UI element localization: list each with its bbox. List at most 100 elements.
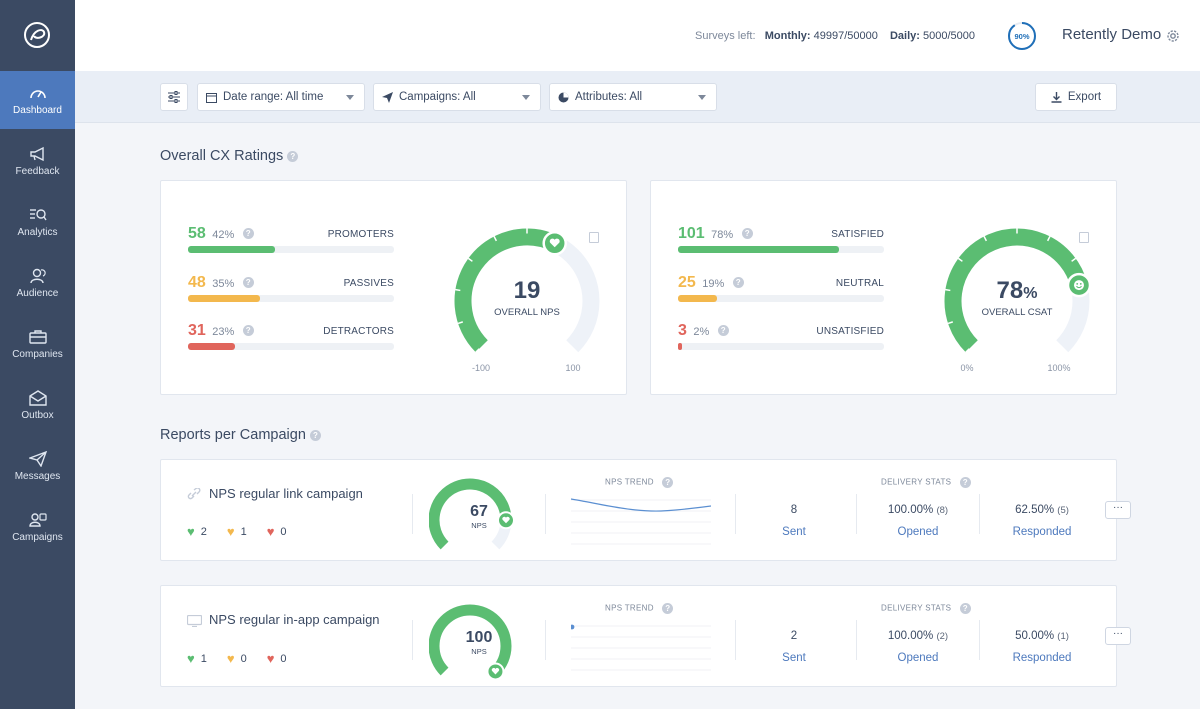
- detractors-value: 0: [280, 652, 287, 665]
- opened-link[interactable]: Opened: [897, 526, 939, 538]
- passives-value: 0: [240, 652, 247, 665]
- campaign-name[interactable]: NPS regular link campaign: [209, 486, 363, 501]
- chevron-down-icon: [346, 95, 354, 100]
- help-icon[interactable]: ?: [242, 228, 254, 240]
- promoters-count: ♥ 1: [187, 651, 207, 666]
- neutral-metric: 25 19% ? NEUTRAL: [678, 274, 884, 302]
- surveys-left-label: Surveys left:: [695, 30, 756, 42]
- help-icon[interactable]: ?: [662, 603, 674, 614]
- neutral-count: 25: [678, 274, 696, 291]
- filter-settings-button[interactable]: [160, 83, 188, 111]
- gauge-tick: [1071, 257, 1077, 262]
- analytics-search-icon: [29, 209, 47, 221]
- responded-percent: 50.00%: [1015, 630, 1055, 642]
- campaign-nps-value: 100: [465, 629, 493, 646]
- campaigns-value: Campaigns: All: [399, 91, 476, 103]
- heart-icon: ♥: [266, 524, 275, 539]
- help-icon[interactable]: ?: [662, 477, 674, 488]
- nps-trend-label: NPS TREND ?: [605, 477, 674, 488]
- responded-link[interactable]: Responded: [1012, 652, 1072, 664]
- responded-link[interactable]: Responded: [1012, 526, 1072, 538]
- sidebar-item-dashboard[interactable]: Dashboard: [0, 71, 75, 129]
- sent-link[interactable]: Sent: [782, 526, 806, 538]
- opened-percent: 100.00%: [887, 504, 934, 516]
- csat-card: 101 78% ? SATISFIED 25 19% ? NEUTRAL 3 2…: [650, 180, 1117, 395]
- promoters-bar-fill: [188, 246, 275, 253]
- divider: [412, 620, 413, 660]
- help-icon[interactable]: ?: [732, 277, 744, 289]
- attributes-dropdown[interactable]: Attributes: All: [549, 83, 717, 111]
- divider: [735, 620, 736, 660]
- heart-icon: ♥: [266, 651, 275, 666]
- date-range-value: Date range: All time: [223, 91, 324, 103]
- gear-icon[interactable]: [1165, 28, 1181, 44]
- date-range-dropdown[interactable]: Date range: All time: [197, 83, 365, 111]
- monitor-icon: [187, 615, 202, 627]
- opened-percent: 100.00%: [887, 630, 934, 642]
- link-icon: [187, 488, 201, 500]
- sidebar-item-analytics[interactable]: Analytics: [0, 193, 75, 251]
- help-icon[interactable]: ?: [309, 429, 321, 441]
- monthly-label: Monthly:: [764, 30, 811, 42]
- sidebar-item-campaigns[interactable]: Campaigns: [0, 498, 75, 556]
- export-button[interactable]: Export: [1035, 83, 1117, 111]
- help-icon[interactable]: ?: [959, 603, 971, 614]
- retently-logo[interactable]: [22, 20, 52, 50]
- gauge-tick: [965, 348, 970, 353]
- help-icon[interactable]: ?: [717, 325, 729, 337]
- chevron-down-icon: [698, 95, 706, 100]
- nps-score-label: OVERALL NPS: [494, 307, 560, 318]
- help-icon[interactable]: ?: [242, 277, 254, 289]
- gauge-tick: [493, 236, 498, 242]
- heart-icon: ♥: [187, 651, 195, 666]
- opened-link[interactable]: Opened: [897, 652, 939, 664]
- divider: [856, 620, 857, 660]
- pie-chart-icon: [558, 92, 569, 102]
- heart-marker: [542, 231, 567, 256]
- daily-value: 5000/5000: [923, 30, 975, 42]
- sent-link[interactable]: Sent: [782, 652, 806, 664]
- delivery-stats-text: DELIVERY STATS: [881, 603, 952, 613]
- csat-min-label: 0%: [960, 363, 973, 373]
- account-name[interactable]: Retently Demo: [1062, 26, 1162, 43]
- campaigns-dropdown[interactable]: Campaigns: All: [373, 83, 541, 111]
- help-icon[interactable]: ?: [287, 150, 299, 162]
- smile-marker: [1066, 272, 1092, 298]
- sidebar-item-companies[interactable]: Companies: [0, 315, 75, 373]
- sidebar-item-audience[interactable]: Audience: [0, 254, 75, 312]
- export-label: Export: [1067, 91, 1102, 103]
- nps-score: 19 OVERALL NPS: [479, 277, 575, 318]
- sidebar-item-feedback[interactable]: Feedback: [0, 132, 75, 190]
- promoters-label: PROMOTERS: [327, 229, 394, 240]
- more-options-button[interactable]: ···: [1105, 501, 1131, 519]
- overall-cx-title-text: Overall CX Ratings: [160, 148, 284, 164]
- header: Surveys left: Monthly: 49997/50000 Daily…: [75, 0, 1200, 71]
- detractors-count: 31: [188, 322, 206, 339]
- nps-trend-label: NPS TREND ?: [605, 603, 674, 614]
- passives-bar-fill: [188, 295, 261, 302]
- divider: [545, 620, 546, 660]
- sidebar-item-messages[interactable]: Messages: [0, 437, 75, 495]
- campaign-name[interactable]: NPS regular in-app campaign: [209, 612, 380, 627]
- campaign-nps: 67 NPS: [451, 503, 507, 530]
- csat-score-unit: %: [1023, 285, 1038, 302]
- delivery-stats-label: DELIVERY STATS ?: [881, 603, 971, 614]
- detractors-bar: [188, 343, 394, 350]
- sidebar-item-label: Feedback: [15, 166, 60, 177]
- unsatisfied-metric: 3 2% ? UNSATISFIED: [678, 322, 884, 350]
- calculator-icon[interactable]: [589, 232, 599, 243]
- csat-gauge: 0% 100%: [944, 228, 1092, 373]
- more-options-button[interactable]: ···: [1105, 627, 1131, 645]
- sidebar-item-label: Outbox: [21, 410, 54, 421]
- sidebar-item-outbox[interactable]: Outbox: [0, 376, 75, 434]
- nps-trend-chart: [571, 624, 711, 671]
- help-icon[interactable]: ?: [741, 228, 753, 240]
- divider: [979, 494, 980, 534]
- campaign-nps-gauge: [429, 604, 512, 681]
- megaphone-icon: [29, 146, 44, 162]
- help-icon[interactable]: ?: [959, 477, 971, 488]
- help-icon[interactable]: ?: [242, 325, 254, 337]
- calculator-icon[interactable]: [1079, 232, 1089, 243]
- responded-percent: 62.50%: [1015, 504, 1055, 516]
- envelope-icon: [28, 390, 47, 406]
